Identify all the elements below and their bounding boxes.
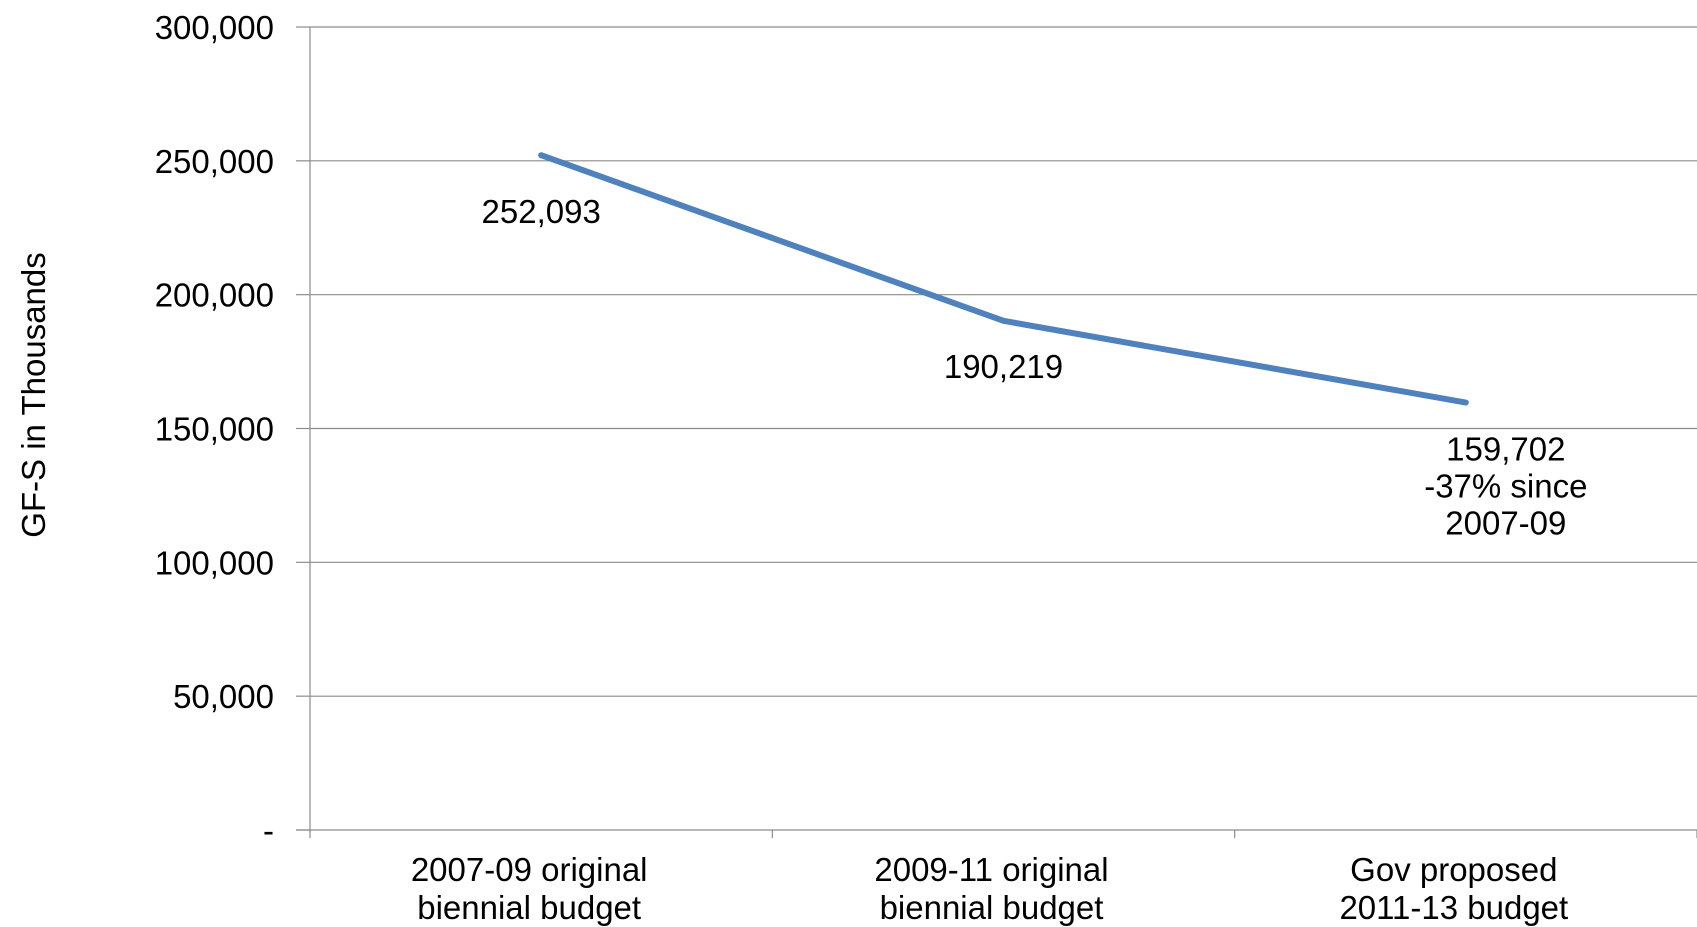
gridlines: [310, 26, 1697, 697]
data-label: 252,093: [482, 193, 601, 230]
data-label: 190,219: [944, 348, 1063, 385]
y-tick-label: 50,000: [173, 678, 274, 715]
y-tick-label: 150,000: [155, 411, 274, 448]
series: [538, 152, 1469, 406]
y-axis-title: GF-S in Thousands: [15, 252, 52, 538]
y-tick-labels: - 50,000 100,000 150,000 200,000 250,000 300,0…: [155, 9, 274, 849]
x-tick-label: 2007-09 original biennial budget: [411, 851, 648, 926]
y-tick-label: 300,000: [155, 9, 274, 46]
x-tick-label: Gov proposed 2011-13 budget: [1339, 851, 1568, 926]
y-tick-label: 100,000: [155, 544, 274, 581]
axes: [296, 26, 1697, 838]
data-labels: 252,093 190,219 159,702 -37% since 2007-09: [482, 193, 1588, 541]
y-tick-label: 250,000: [155, 143, 274, 180]
y-tick-label: -: [263, 812, 274, 849]
data-label: 159,702 -37% since 2007-09: [1424, 431, 1587, 542]
x-tick-label: 2009-11 original biennial budget: [874, 851, 1108, 926]
y-tick-label: 200,000: [155, 277, 274, 314]
x-tick-labels: 2007-09 original biennial budget 2009-11 o…: [411, 851, 1568, 926]
